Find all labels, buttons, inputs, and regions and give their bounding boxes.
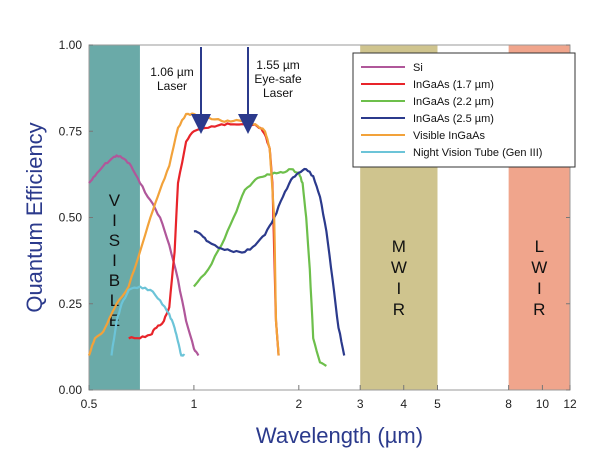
band-lwir-letter: I bbox=[537, 279, 542, 298]
legend-label: InGaAs (2.5 µm) bbox=[413, 113, 494, 125]
series-line bbox=[87, 112, 280, 356]
annotation-line: Eye-safe bbox=[254, 72, 302, 86]
band-lwir-letter: R bbox=[533, 300, 545, 319]
x-tick-label: 12 bbox=[563, 397, 577, 411]
x-tick-label: 8 bbox=[505, 397, 512, 411]
annotation-line: 1.06 µm bbox=[150, 65, 194, 79]
series-line bbox=[88, 154, 200, 357]
x-tick-label: 2 bbox=[295, 397, 302, 411]
y-tick-label: 1.00 bbox=[59, 38, 83, 52]
annotation-line: Laser bbox=[263, 86, 293, 100]
band-mwir-letter: M bbox=[392, 237, 406, 256]
legend-label: InGaAs (2.2 µm) bbox=[413, 96, 494, 108]
band-mwir-letter: W bbox=[391, 258, 407, 277]
series-line bbox=[128, 122, 280, 356]
x-tick-label: 0.5 bbox=[81, 397, 98, 411]
band-lwir-letter: L bbox=[535, 237, 544, 256]
annotation-line: Laser bbox=[157, 79, 187, 93]
x-tick-label: 5 bbox=[434, 397, 441, 411]
series-line bbox=[193, 167, 346, 356]
legend-label: InGaAs (1.7 µm) bbox=[413, 79, 494, 91]
band-visible-letter: B bbox=[109, 271, 120, 290]
legend-label: Si bbox=[413, 62, 423, 74]
band-mwir-letter: R bbox=[393, 300, 405, 319]
legend-label: Visible InGaAs bbox=[413, 130, 485, 142]
band-visible-letter: I bbox=[112, 211, 117, 230]
x-axis-ticks: 0.5 1 2 3 4 5 8 10 12 bbox=[81, 385, 577, 411]
x-tick-label: 3 bbox=[357, 397, 364, 411]
annotation-line: 1.55 µm bbox=[256, 58, 300, 72]
x-tick-label: 4 bbox=[400, 397, 407, 411]
legend-label: Night Vision Tube (Gen III) bbox=[413, 147, 542, 159]
series-line bbox=[193, 168, 327, 367]
legend: Si InGaAs (1.7 µm) InGaAs (2.2 µm) InGaAs (… bbox=[352, 52, 576, 168]
band-visible-letter: S bbox=[109, 231, 120, 250]
y-tick-label: 0.50 bbox=[59, 211, 83, 225]
y-axis-ticks: 0.00 0.25 0.50 0.75 1.00 bbox=[59, 38, 570, 397]
series-lines bbox=[87, 112, 346, 367]
legend-box bbox=[352, 52, 576, 168]
x-tick-label: 1 bbox=[191, 397, 198, 411]
band-lwir-letter: W bbox=[531, 258, 547, 277]
band-visible-letter: E bbox=[109, 311, 120, 330]
y-axis-title: Quantum Efficiency bbox=[22, 122, 47, 312]
band-mwir-letter: I bbox=[396, 279, 401, 298]
y-tick-label: 0.75 bbox=[59, 124, 83, 138]
band-visible-letter: I bbox=[112, 251, 117, 270]
y-tick-label: 0.00 bbox=[59, 383, 83, 397]
series-line bbox=[110, 285, 186, 357]
y-tick-label: 0.25 bbox=[59, 297, 83, 311]
band-visible-letter: V bbox=[109, 191, 121, 210]
x-tick-label: 10 bbox=[536, 397, 550, 411]
band-visible-letter: L bbox=[110, 291, 119, 310]
x-axis-title: Wavelength (µm) bbox=[256, 423, 423, 448]
